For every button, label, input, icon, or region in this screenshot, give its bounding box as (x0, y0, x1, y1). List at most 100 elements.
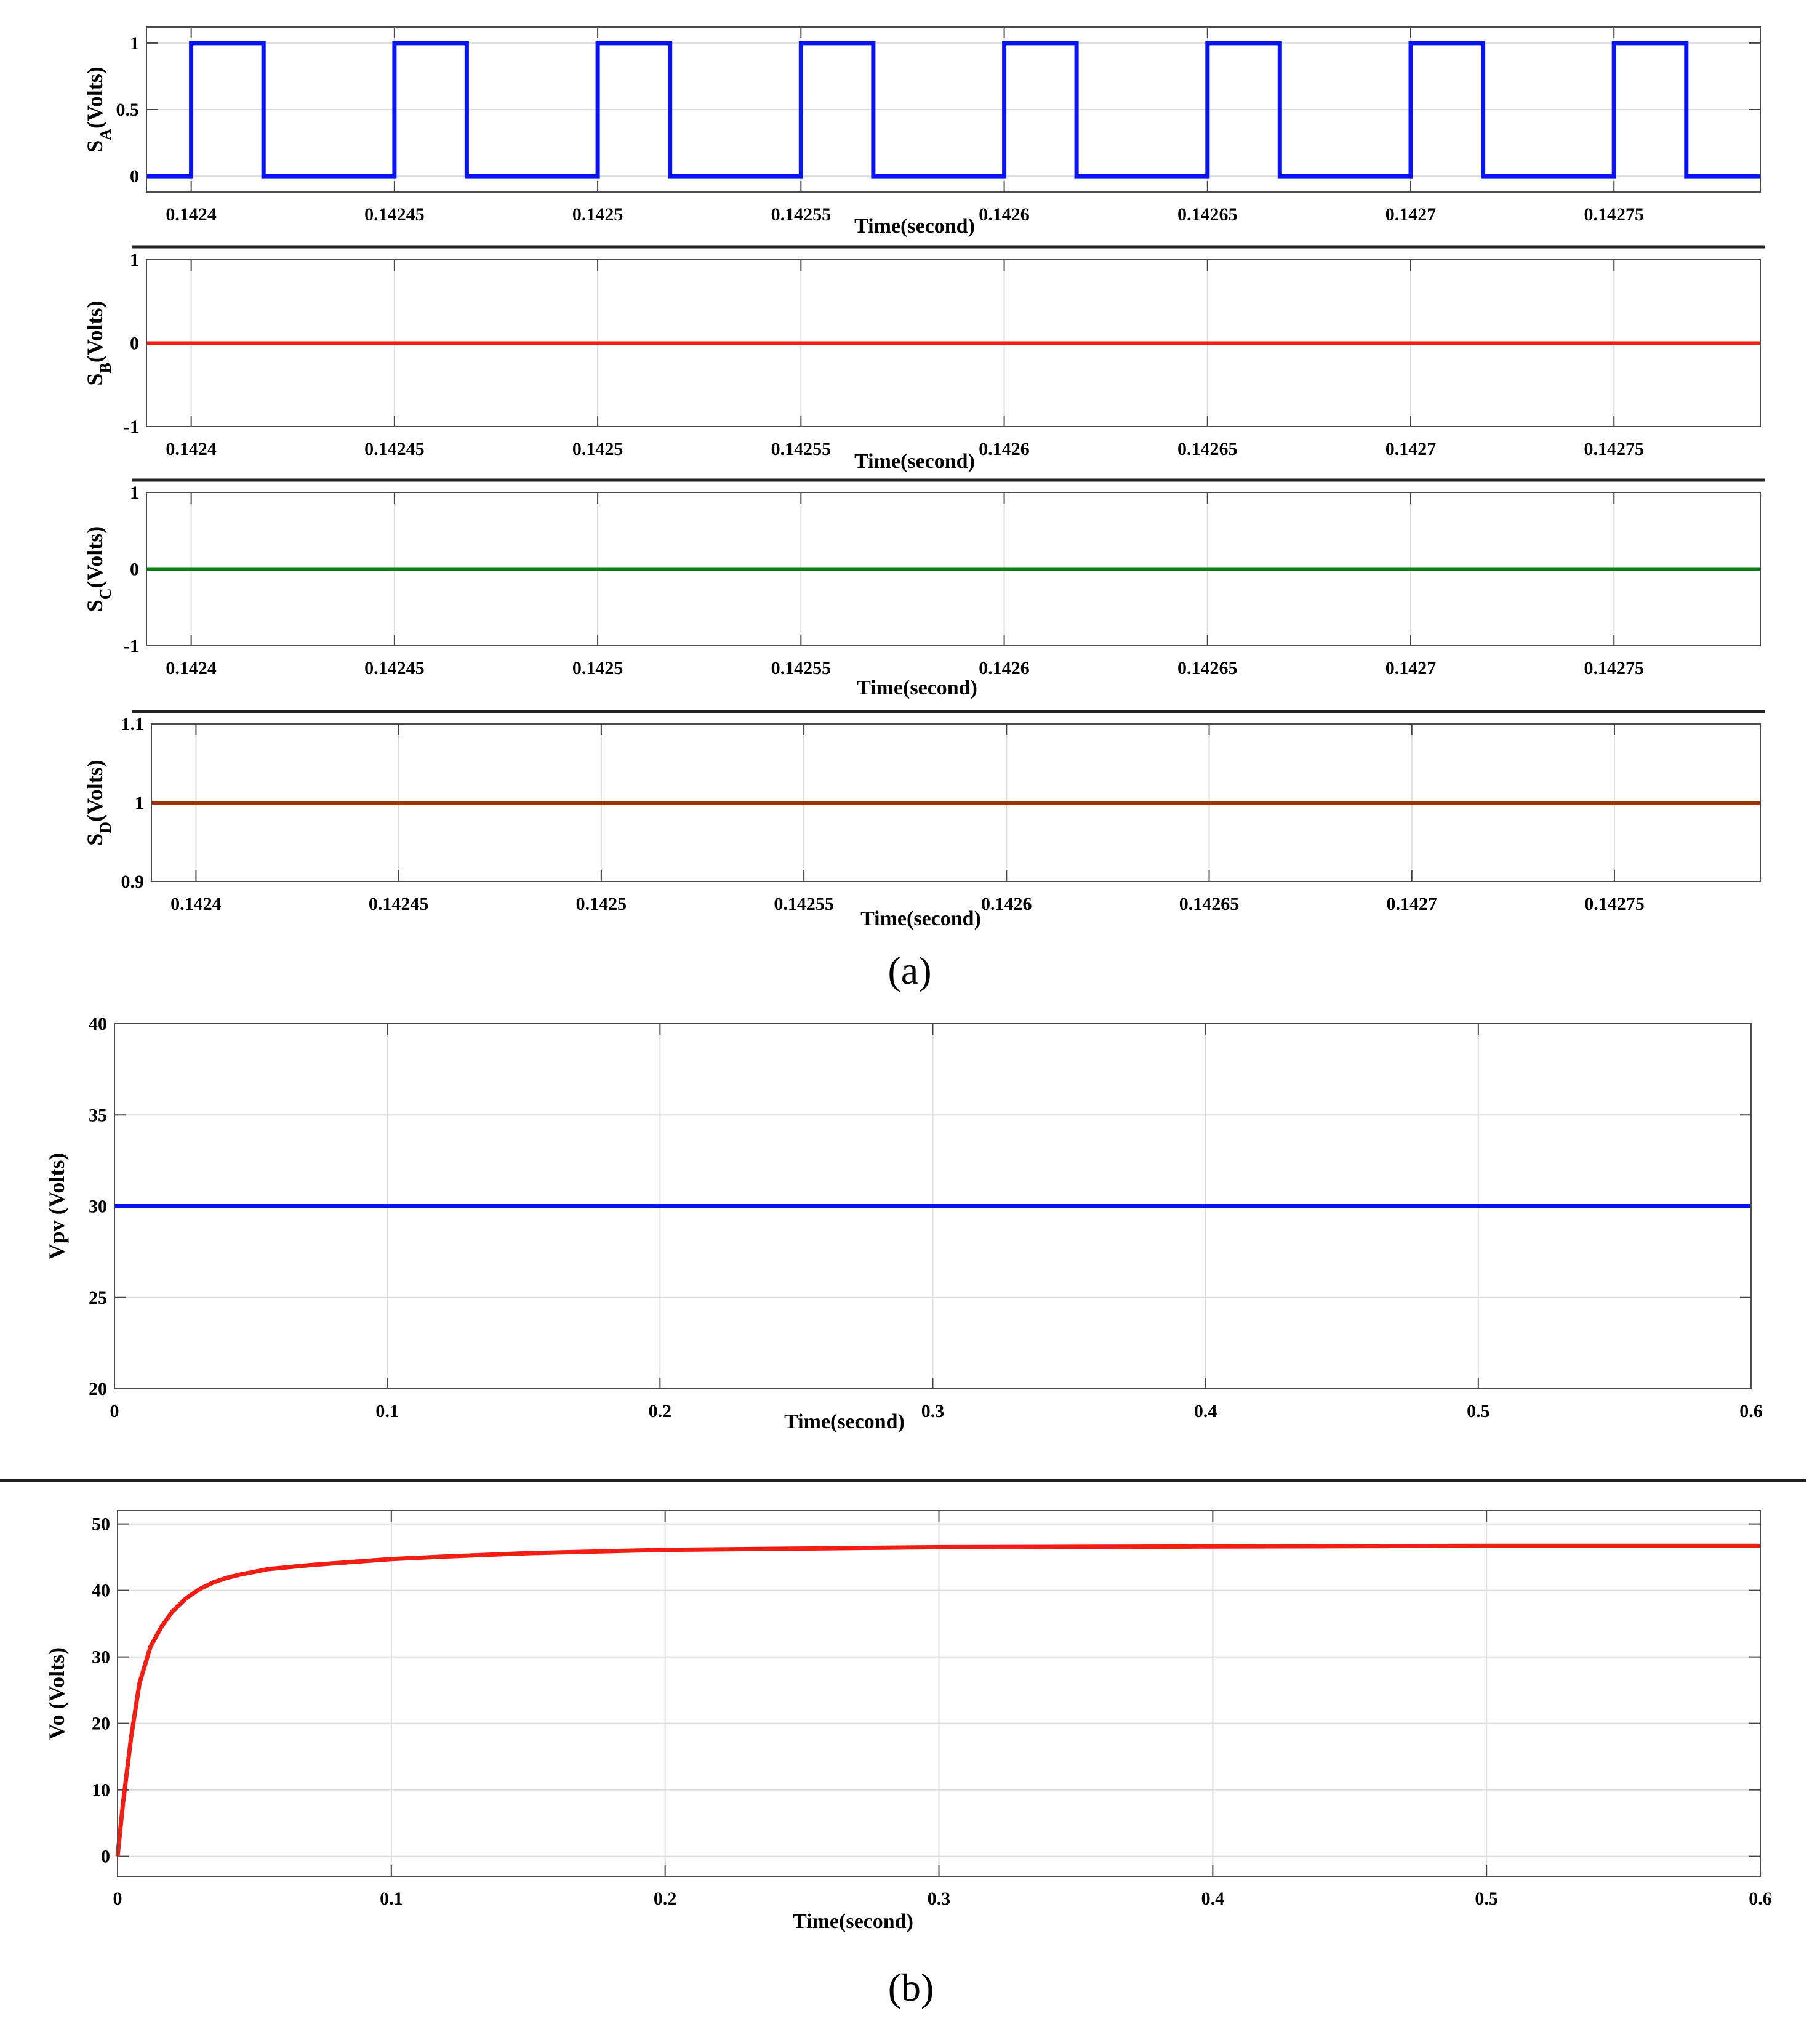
series-line-sa (146, 41, 1760, 179)
y-tick-label: 0 (130, 560, 139, 580)
plot-frame (146, 26, 1761, 193)
x-tick-label: 0.5 (1475, 1889, 1498, 1909)
x-tick-label: 0.14245 (364, 658, 425, 678)
x-tick-label: 0.1424 (166, 658, 217, 678)
y-axis-label-unit: (Volts) (82, 66, 107, 129)
x-axis-label: Time(second) (854, 450, 975, 473)
x-tick-label: 0.1424 (170, 894, 222, 914)
y-axis-label-unit: (Volts) (82, 760, 107, 822)
x-tick-label: 0.1425 (572, 439, 623, 459)
x-tick-label: 0.3 (928, 1889, 951, 1909)
y-tick-label: 10 (92, 1780, 110, 1801)
y-axis-label-subscript: D (97, 822, 114, 833)
y-axis-label-unit: (Volts) (82, 300, 107, 363)
x-tick-label: 0.1425 (572, 658, 623, 678)
x-tick-label: 0.14265 (1177, 439, 1238, 459)
y-axis-label: SB(Volts) (82, 300, 114, 385)
x-axis-label: Time(second) (857, 677, 977, 699)
y-axis-label: SA(Volts) (82, 66, 114, 152)
x-tick-label: 0.14275 (1584, 204, 1644, 225)
x-tick-label: 0.14245 (369, 894, 429, 914)
x-axis-label: Time(second) (793, 1910, 913, 1933)
chart-panel-vpv: 0 0.1 0.2 0.3 0.4 0.5 0.6 20 25 30 35 40 Time(second… (44, 1014, 1763, 1433)
x-tick-label: 0.14255 (771, 204, 832, 225)
x-axis-label: Time(second) (854, 215, 975, 238)
y-tick-label: 50 (92, 1514, 110, 1535)
x-tick-label: 0.14265 (1177, 204, 1238, 225)
x-tick-label: 0.14265 (1179, 894, 1240, 914)
y-tick-label: 1 (130, 33, 139, 54)
y-tick-label: 1 (130, 483, 139, 503)
chart-panel-vo: 0 0.1 0.2 0.3 0.4 0.5 0.6 0 10 20 30 40 50 Time(secon… (44, 1510, 1772, 1933)
plot-frame (146, 259, 1761, 427)
x-tick-label: 0.1426 (979, 658, 1030, 678)
series-line-vo (115, 1543, 1760, 1857)
chart-panel-sc: 0.1424 0.14245 0.1425 0.14255 0.1426 0.14265 0… (82, 483, 1761, 699)
x-tick-label: 0 (110, 1401, 119, 1421)
x-tick-label: 0.1426 (979, 439, 1030, 459)
y-tick-label: 1 (130, 250, 139, 270)
x-tick-label: 0.1427 (1385, 204, 1437, 225)
x-tick-label: 0.1427 (1385, 658, 1437, 678)
x-tick-label: 0.6 (1739, 1401, 1763, 1421)
x-tick-label: 0.1424 (166, 439, 217, 459)
x-tick-label: 0.14245 (364, 204, 425, 225)
y-tick-label: 40 (89, 1014, 107, 1034)
caption-a: (a) (888, 949, 931, 992)
y-axis-label-main: S (82, 600, 107, 612)
x-tick-label: 0.1427 (1386, 894, 1437, 914)
y-tick-label: -1 (124, 636, 139, 656)
x-tick-label: 0.14275 (1584, 439, 1644, 459)
chart-panel-sa: 0.1424 0.14245 0.1425 0.14255 0.1426 0.14265 0… (82, 26, 1761, 238)
x-tick-label: 0.6 (1749, 1889, 1772, 1909)
y-axis-label-subscript: C (97, 588, 114, 600)
x-tick-label: 0.1426 (981, 894, 1032, 914)
caption-b: (b) (888, 1966, 934, 2009)
y-tick-label: 25 (89, 1288, 107, 1308)
x-tick-label: 0.1426 (979, 204, 1030, 225)
x-tick-label: 0.1425 (572, 204, 623, 225)
x-tick-label: 0.1 (375, 1401, 399, 1421)
y-axis-label: SC(Volts) (82, 526, 114, 612)
y-tick-label: 0.9 (121, 872, 145, 892)
x-tick-label: 0.5 (1467, 1401, 1490, 1421)
y-tick-label: 35 (89, 1105, 107, 1125)
y-axis-label: Vpv (Volts) (44, 1153, 69, 1260)
x-tick-label: 0.14255 (771, 439, 832, 459)
y-axis-label: SD(Volts) (82, 760, 114, 845)
x-tick-label: 0.4 (1201, 1889, 1225, 1909)
chart-panel-sb: 0.1424 0.14245 0.1425 0.14255 0.1426 0.14265 0… (82, 250, 1761, 473)
x-tick-label: 0.1424 (166, 204, 217, 225)
y-tick-label: 20 (92, 1714, 110, 1734)
y-tick-label: -1 (124, 417, 139, 437)
plot-frame (114, 1023, 1752, 1389)
y-tick-label: 30 (92, 1647, 110, 1668)
y-tick-label: 0 (130, 166, 139, 187)
x-tick-label: 0.14265 (1177, 658, 1238, 678)
chart-panels: 0.1424 0.14245 0.1425 0.14255 0.1426 0.14265 0… (44, 26, 1772, 1933)
y-tick-label: 30 (89, 1197, 107, 1217)
x-tick-label: 0.4 (1194, 1401, 1217, 1421)
y-tick-label: 1.1 (121, 714, 145, 734)
chart-panel-sd: 0.1424 0.14245 0.1425 0.14255 0.1426 0.14265 0… (82, 714, 1761, 930)
y-axis-label-unit: (Volts) (82, 526, 107, 588)
x-tick-label: 0.2 (649, 1401, 672, 1421)
y-axis-label-subscript: B (97, 363, 114, 373)
plot-frame (117, 1510, 1761, 1877)
x-tick-label: 0.1425 (576, 894, 627, 914)
x-tick-label: 0.14255 (771, 658, 832, 678)
y-axis-label-main: S (82, 140, 107, 153)
y-tick-label: 0 (130, 334, 139, 354)
y-tick-label: 20 (89, 1379, 107, 1399)
x-tick-label: 0.14255 (774, 894, 834, 914)
y-tick-label: 1 (135, 793, 144, 813)
plot-frame (146, 492, 1761, 646)
x-tick-label: 0.3 (921, 1401, 945, 1421)
y-tick-label: 0 (101, 1847, 110, 1867)
x-tick-label: 0.14245 (364, 439, 425, 459)
x-axis-label: Time(second) (784, 1410, 905, 1433)
x-tick-label: 0.1 (380, 1889, 403, 1909)
y-axis-label-main: S (82, 833, 107, 846)
y-tick-label: 0.5 (116, 100, 140, 120)
